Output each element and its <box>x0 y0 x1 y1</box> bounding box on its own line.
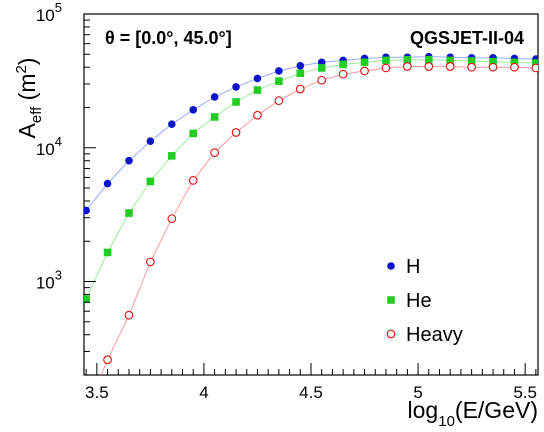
fit-line-h <box>85 56 536 211</box>
data-point-he <box>84 295 90 303</box>
y-tick-label: 103 <box>36 268 62 293</box>
data-point-heavy <box>403 62 412 71</box>
x-tick-label: 4 <box>199 383 208 402</box>
y-axis-title-sub: eff <box>28 106 45 123</box>
data-point-h <box>189 106 198 114</box>
x-tick-label: 5 <box>413 383 422 402</box>
data-point-heavy <box>274 96 284 105</box>
data-point-heavy <box>510 62 519 72</box>
data-point-he <box>232 98 240 106</box>
x-axis: 3.5 4 4.5 5 5.5 <box>85 363 537 402</box>
y-axis-title-sup: 2 <box>13 65 30 73</box>
data-point-heavy <box>381 63 391 73</box>
data-point-he <box>168 152 176 160</box>
data-point-h <box>125 156 133 165</box>
data-point-heavy <box>146 257 155 267</box>
fit-lines <box>85 56 536 375</box>
x-tick-label: 5.5 <box>513 383 537 402</box>
data-point-he <box>339 60 347 69</box>
x-tick-label: 4.5 <box>299 383 323 402</box>
data-point-he <box>532 59 538 67</box>
data-point-h <box>275 67 283 75</box>
y-axis: 103 104 105 <box>36 0 96 376</box>
data-point-he <box>360 58 369 67</box>
data-point-he <box>446 56 454 65</box>
y-axis-title: Aeff (m2) <box>13 58 45 139</box>
data-point-h <box>103 179 112 188</box>
legend-marker-he <box>387 296 395 304</box>
legend-label-he: He <box>406 290 432 312</box>
data-point-heavy <box>424 62 434 71</box>
fit-line-he <box>85 59 536 300</box>
data-point-heavy <box>124 310 134 320</box>
x-tick-label: 3.5 <box>85 383 109 402</box>
legend-label-heavy: Heavy <box>406 324 463 346</box>
y-axis-title-close: ) <box>14 58 40 66</box>
data-point-he <box>189 129 198 138</box>
data-point-he <box>275 77 283 85</box>
plot-frame <box>83 13 539 376</box>
y-axis-title-unit: (m <box>14 74 40 107</box>
data-point-he <box>125 209 133 217</box>
data-point-heavy <box>103 355 112 365</box>
data-point-he <box>467 57 476 65</box>
data-point-h <box>210 93 219 101</box>
legend-marker-h <box>387 262 395 270</box>
legend-marker-heavy <box>386 329 396 339</box>
angle-range-annotation: θ = [0.0°, 45.0°] <box>105 28 232 48</box>
data-point-h <box>232 83 240 91</box>
data-point-heavy <box>188 176 198 185</box>
data-point-heavy <box>167 214 177 224</box>
data-point-heavy <box>210 148 219 157</box>
data-markers <box>82 52 538 414</box>
data-point-heavy <box>467 62 476 72</box>
data-point-h <box>253 74 262 83</box>
data-point-heavy <box>317 75 327 85</box>
x-axis-title: log10(E/GeV) <box>408 397 538 430</box>
data-point-he <box>382 56 390 65</box>
data-point-heavy <box>231 128 241 137</box>
data-point-h <box>84 206 90 215</box>
legend: H He Heavy <box>386 256 463 346</box>
data-point-heavy <box>360 66 369 76</box>
x-axis-title-post: (E/GeV) <box>455 397 538 423</box>
y-tick-label: 105 <box>36 0 62 25</box>
data-point-he <box>253 86 262 94</box>
data-point-he <box>403 55 412 64</box>
y-tick-label: 104 <box>36 134 62 159</box>
data-point-he <box>146 177 155 186</box>
data-point-heavy <box>82 406 90 414</box>
data-point-he <box>424 55 433 64</box>
data-point-heavy <box>338 69 348 79</box>
data-point-he <box>210 113 219 121</box>
model-annotation: QGSJET-II-04 <box>410 28 524 48</box>
x-axis-title-pre: log <box>408 397 439 423</box>
data-point-heavy <box>488 62 498 72</box>
x-axis-title-sub: 10 <box>438 413 455 430</box>
legend-label-h: H <box>406 256 420 278</box>
data-point-heavy <box>531 63 538 73</box>
data-point-he <box>296 69 305 78</box>
data-point-h <box>168 120 176 129</box>
data-point-heavy <box>295 84 305 94</box>
y-axis-title-main: A <box>14 122 40 138</box>
data-point-h <box>296 61 305 70</box>
data-point-he <box>103 248 112 257</box>
data-point-he <box>489 57 497 66</box>
data-point-heavy <box>445 62 455 71</box>
data-point-he <box>317 64 326 72</box>
data-point-h <box>146 137 155 145</box>
data-point-heavy <box>253 110 262 120</box>
data-point-he <box>510 58 519 67</box>
fit-line-heavy <box>100 66 536 375</box>
